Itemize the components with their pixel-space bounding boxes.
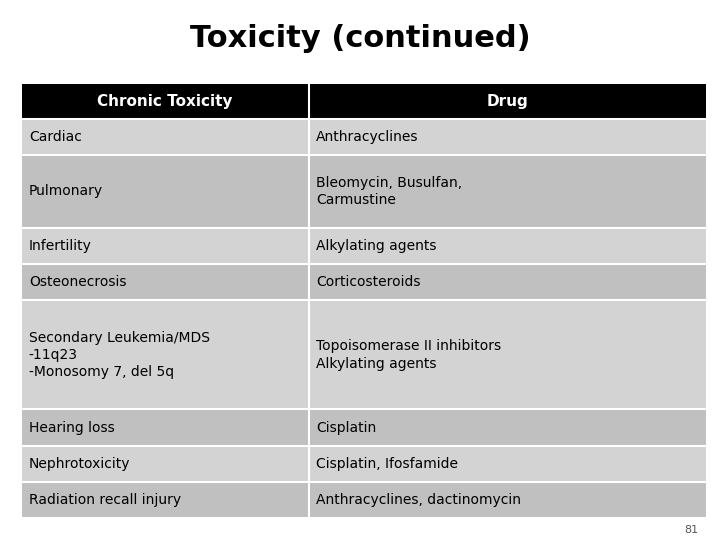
Bar <box>22 119 309 155</box>
Bar <box>22 84 309 119</box>
Bar <box>22 300 309 409</box>
Bar <box>22 264 309 300</box>
Bar <box>22 482 309 518</box>
Text: Toxicity (continued): Toxicity (continued) <box>189 24 531 53</box>
Text: Pulmonary: Pulmonary <box>29 185 103 199</box>
Text: Osteonecrosis: Osteonecrosis <box>29 275 126 289</box>
Bar <box>309 264 706 300</box>
Bar <box>309 482 706 518</box>
Text: Bleomycin, Busulfan,
Carmustine: Bleomycin, Busulfan, Carmustine <box>316 176 462 207</box>
Text: Cisplatin, Ifosfamide: Cisplatin, Ifosfamide <box>316 457 458 471</box>
Bar <box>309 409 706 445</box>
Bar <box>309 446 706 482</box>
Bar <box>22 155 309 228</box>
Text: Cardiac: Cardiac <box>29 130 81 144</box>
Text: Anthracyclines: Anthracyclines <box>316 130 418 144</box>
Text: Cisplatin: Cisplatin <box>316 421 377 435</box>
Bar <box>309 300 706 409</box>
Bar <box>22 409 309 445</box>
Text: Chronic Toxicity: Chronic Toxicity <box>97 94 233 109</box>
Text: 81: 81 <box>684 524 698 535</box>
Bar <box>309 119 706 155</box>
Bar <box>309 155 706 228</box>
Text: Infertility: Infertility <box>29 239 91 253</box>
Bar <box>309 228 706 264</box>
Text: Secondary Leukemia/MDS
-11q23
-Monosomy 7, del 5q: Secondary Leukemia/MDS -11q23 -Monosomy … <box>29 330 210 379</box>
Text: Corticosteroids: Corticosteroids <box>316 275 420 289</box>
Bar <box>22 228 309 264</box>
Text: Nephrotoxicity: Nephrotoxicity <box>29 457 130 471</box>
Text: Alkylating agents: Alkylating agents <box>316 239 436 253</box>
Bar <box>309 84 706 119</box>
Text: Hearing loss: Hearing loss <box>29 421 114 435</box>
Text: Radiation recall injury: Radiation recall injury <box>29 493 181 507</box>
Text: Topoisomerase II inhibitors
Alkylating agents: Topoisomerase II inhibitors Alkylating a… <box>316 339 501 370</box>
Text: Drug: Drug <box>487 94 528 109</box>
Bar <box>22 446 309 482</box>
Text: Anthracyclines, dactinomycin: Anthracyclines, dactinomycin <box>316 493 521 507</box>
